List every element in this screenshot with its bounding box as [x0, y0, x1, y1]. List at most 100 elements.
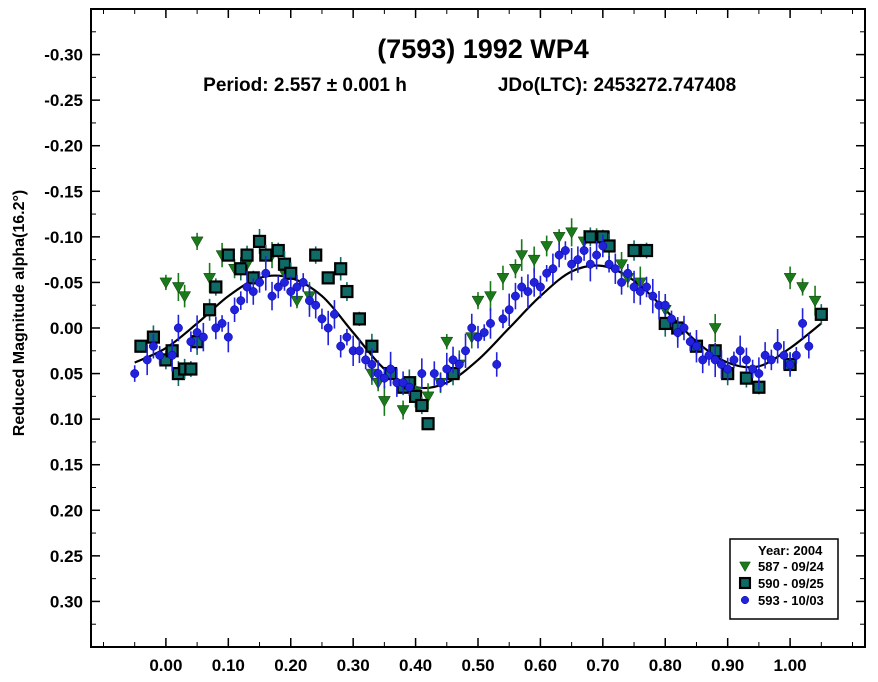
point-marker [667, 314, 676, 324]
point-marker [517, 282, 527, 292]
point-marker [336, 341, 346, 351]
data-point [716, 350, 726, 379]
data-point [552, 229, 566, 245]
data-point [130, 365, 140, 382]
data-point [685, 332, 695, 351]
point-marker [692, 341, 701, 351]
point-marker [280, 277, 289, 287]
point-marker [610, 264, 620, 274]
legend-title: Year: 2004 [758, 543, 823, 558]
x-tick-label: 0.40 [399, 656, 432, 675]
data-point [573, 246, 583, 273]
data-point [515, 239, 529, 271]
point-marker [585, 259, 595, 269]
y-tick-label: -0.15 [44, 182, 83, 201]
data-point [523, 274, 533, 309]
data-point [471, 292, 485, 310]
data-point [223, 321, 233, 353]
point-marker [309, 248, 323, 262]
point-marker [192, 328, 202, 338]
data-point [610, 253, 620, 284]
data-point [467, 313, 477, 343]
legend-entry: 590 - 09/25 [738, 576, 824, 591]
data-point [202, 298, 217, 321]
y-tick-label: 0.10 [50, 410, 83, 429]
data-point [442, 352, 452, 386]
data-point [509, 259, 522, 279]
data-point [748, 359, 758, 379]
data-point [598, 234, 608, 258]
point-marker [484, 291, 497, 303]
data-point [814, 304, 828, 325]
point-marker [527, 254, 541, 267]
data-point [242, 270, 252, 304]
point-marker [173, 323, 183, 333]
point-marker [415, 398, 429, 413]
chart-subtitle-epoch: JDo(LTC): 2453272.747408 [498, 75, 736, 96]
point-marker [417, 369, 427, 379]
data-point [267, 281, 277, 311]
data-point [496, 265, 510, 291]
legend: Year: 2004 587 - 09/24 590 - 09/25 593 - 1… [729, 538, 839, 620]
data-point [142, 344, 152, 376]
point-marker [377, 396, 391, 408]
data-point [415, 396, 429, 415]
point-marker [223, 332, 233, 342]
data-point [773, 329, 783, 364]
x-tick-label: 0.80 [649, 656, 682, 675]
data-point [286, 276, 296, 307]
point-marker [321, 271, 335, 285]
data-point [627, 240, 641, 261]
data-point [454, 354, 464, 375]
data-point [791, 347, 801, 364]
point-marker [461, 346, 470, 356]
data-point [352, 311, 367, 327]
data-point [342, 328, 352, 346]
data-point [692, 330, 701, 363]
point-marker [379, 373, 389, 383]
point-marker [708, 323, 722, 335]
point-marker [454, 360, 464, 369]
point-marker [271, 243, 285, 258]
point-marker [486, 318, 495, 328]
point-marker [592, 250, 602, 260]
data-point [186, 331, 196, 352]
point-marker [496, 273, 510, 285]
point-marker [509, 264, 522, 276]
point-marker [598, 241, 608, 251]
data-point [585, 247, 595, 282]
point-marker [804, 341, 814, 351]
point-marker [155, 350, 165, 360]
y-tick-label: -0.10 [44, 228, 83, 247]
y-tick-label: -0.30 [44, 46, 83, 65]
point-marker [305, 296, 314, 306]
point-marker [498, 314, 508, 324]
point-marker [236, 296, 246, 306]
data-point [221, 248, 235, 262]
data-point [230, 297, 240, 323]
legend-marker [739, 561, 751, 572]
y-tick-label: 0.05 [50, 365, 83, 384]
point-marker [583, 230, 597, 244]
point-marker [148, 341, 158, 351]
x-tick-label: 0.30 [337, 656, 370, 675]
point-marker [198, 332, 208, 342]
data-point [592, 240, 602, 270]
point-marker [261, 268, 271, 278]
legend-entry: 587 - 09/24 [739, 559, 825, 574]
point-marker [673, 328, 683, 338]
data-point [604, 255, 614, 273]
point-marker [565, 227, 579, 239]
data-point [240, 245, 254, 265]
point-marker [340, 284, 354, 299]
point-marker [167, 350, 177, 360]
data-point [785, 353, 795, 376]
data-point [698, 346, 708, 374]
point-marker [373, 369, 383, 379]
data-point [396, 400, 410, 420]
point-marker [442, 364, 452, 374]
data-point [723, 357, 733, 381]
point-marker [766, 355, 776, 365]
data-point [271, 242, 285, 259]
data-point [171, 272, 185, 302]
